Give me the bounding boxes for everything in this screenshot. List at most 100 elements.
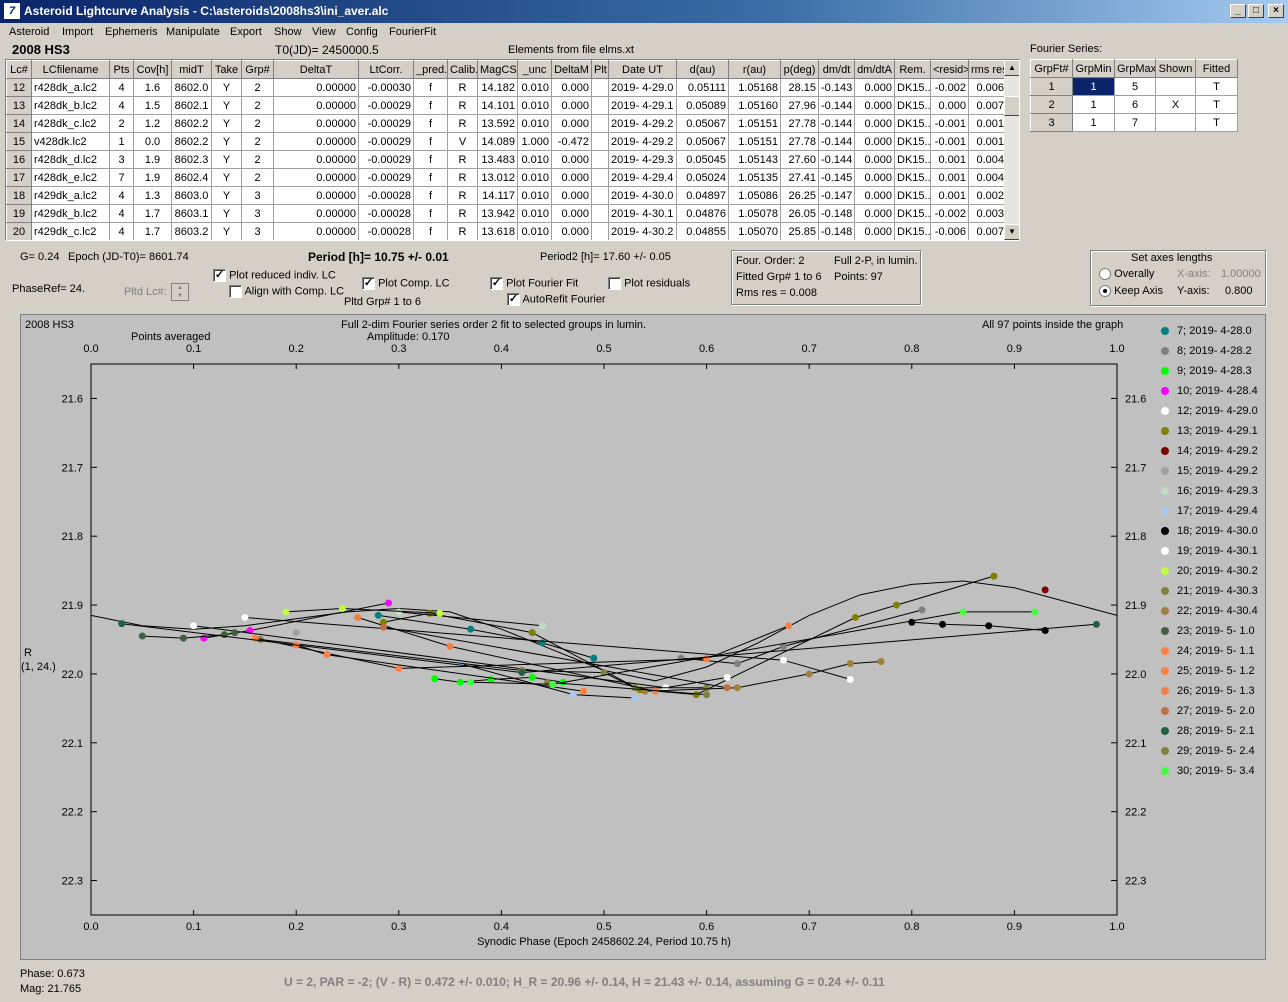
- table-cell[interactable]: 0.00000: [273, 222, 359, 240]
- table-cell[interactable]: DK15..: [894, 78, 931, 97]
- table-cell[interactable]: 1.05151: [728, 114, 781, 133]
- menu-show[interactable]: Show: [274, 26, 302, 38]
- fourier-column-header[interactable]: GrpMax: [1114, 59, 1156, 78]
- table-cell[interactable]: 1.7: [133, 222, 172, 240]
- table-cell[interactable]: 2: [109, 114, 134, 133]
- table-cell[interactable]: -0.002: [930, 204, 969, 223]
- table-cell[interactable]: 1.05078: [728, 204, 781, 223]
- table-cell[interactable]: 0.000: [551, 186, 592, 205]
- table-cell[interactable]: 2: [241, 168, 274, 187]
- autorefit-checkbox[interactable]: ✓ AutoRefit Fourier: [507, 293, 606, 306]
- table-cell[interactable]: 0.006: [968, 78, 1007, 97]
- fourier-cell[interactable]: 6: [1114, 95, 1156, 114]
- table-cell[interactable]: 2019- 4-29.4: [608, 168, 677, 187]
- table-cell[interactable]: 14: [6, 114, 32, 133]
- table-cell[interactable]: 2019- 4-29.1: [608, 96, 677, 115]
- table-cell[interactable]: Y: [211, 114, 242, 133]
- table-cell[interactable]: 0.003: [968, 204, 1007, 223]
- table-cell[interactable]: DK15..: [894, 186, 931, 205]
- table-cell[interactable]: 0.00000: [273, 78, 359, 97]
- fourier-cell[interactable]: 3: [1030, 113, 1073, 132]
- table-cell[interactable]: 1.2: [133, 114, 172, 133]
- checkbox-box[interactable]: ✓: [213, 269, 226, 282]
- table-row[interactable]: 12 r428dk_a.lc2 4 1.6 8602.0 Y 2 0.00000 -0.0003…: [6, 78, 1007, 97]
- x-axis-input[interactable]: 1.00000: [1221, 268, 1261, 280]
- table-cell[interactable]: 2019- 4-30.1: [608, 204, 677, 223]
- table-cell[interactable]: 0.007: [968, 222, 1007, 240]
- menu-export[interactable]: Export: [230, 26, 262, 38]
- table-cell[interactable]: 8603.2: [171, 222, 212, 240]
- table-cell[interactable]: -0.147: [818, 186, 855, 205]
- table-cell[interactable]: 13.483: [477, 150, 518, 169]
- table-cell[interactable]: Y: [211, 78, 242, 97]
- table-cell[interactable]: 0.000: [551, 78, 592, 97]
- table-row[interactable]: 15 v428dk.lc2 1 0.0 8602.2 Y 2 0.00000 -0.00029 f…: [6, 132, 1007, 151]
- menu-import[interactable]: Import: [62, 26, 94, 38]
- table-cell[interactable]: -0.144: [818, 96, 855, 115]
- table-cell[interactable]: 25.85: [780, 222, 819, 240]
- table-cell[interactable]: 27.60: [780, 150, 819, 169]
- table-cell[interactable]: 8603.1: [171, 204, 212, 223]
- menu-ephemeris[interactable]: Ephemeris: [105, 26, 158, 38]
- overall-radio[interactable]: Overally: [1099, 268, 1154, 281]
- close-button[interactable]: ×: [1268, 4, 1284, 18]
- table-cell[interactable]: 8602.1: [171, 96, 212, 115]
- table-cell[interactable]: 2: [241, 96, 274, 115]
- table-cell[interactable]: [591, 78, 609, 97]
- table-cell[interactable]: R: [447, 204, 478, 223]
- table-cell[interactable]: 18: [6, 186, 32, 205]
- table-cell[interactable]: 0.000: [854, 204, 895, 223]
- column-header[interactable]: Plt: [591, 60, 609, 79]
- table-cell[interactable]: 0.007: [968, 96, 1007, 115]
- table-cell[interactable]: DK15..: [894, 168, 931, 187]
- table-cell[interactable]: R: [447, 114, 478, 133]
- table-cell[interactable]: R: [447, 186, 478, 205]
- table-cell[interactable]: r428dk_a.lc2: [31, 78, 110, 97]
- table-cell[interactable]: -0.00029: [358, 96, 414, 115]
- fourier-cell[interactable]: 5: [1114, 77, 1156, 96]
- table-cell[interactable]: 2019- 4-29.2: [608, 114, 677, 133]
- column-header[interactable]: Rem.: [894, 60, 931, 79]
- table-cell[interactable]: DK15..: [894, 222, 931, 240]
- table-cell[interactable]: 0.010: [517, 222, 552, 240]
- table-row[interactable]: 14 r428dk_c.lc2 2 1.2 8602.2 Y 2 0.00000 -0.0002…: [6, 114, 1007, 133]
- table-cell[interactable]: 28.15: [780, 78, 819, 97]
- minimize-button[interactable]: _: [1230, 4, 1246, 18]
- table-cell[interactable]: 0.001: [968, 114, 1007, 133]
- table-cell[interactable]: 3: [241, 222, 274, 240]
- plot-fourier-checkbox[interactable]: ✓ Plot Fourier Fit: [490, 277, 578, 290]
- scroll-down-button[interactable]: ▼: [1004, 224, 1019, 240]
- table-cell[interactable]: 12: [6, 78, 32, 97]
- table-cell[interactable]: -0.001: [930, 132, 969, 151]
- column-header[interactable]: Date UT: [608, 60, 677, 79]
- table-row[interactable]: 18 r429dk_a.lc2 4 1.3 8603.0 Y 3 0.00000 -0.0002…: [6, 186, 1007, 205]
- fourier-cell[interactable]: [1155, 77, 1196, 96]
- table-cell[interactable]: r429dk_c.lc2: [31, 222, 110, 240]
- table-cell[interactable]: 26.25: [780, 186, 819, 205]
- table-cell[interactable]: 26.05: [780, 204, 819, 223]
- table-cell[interactable]: 8603.0: [171, 186, 212, 205]
- table-cell[interactable]: 13.592: [477, 114, 518, 133]
- table-cell[interactable]: 0.05045: [676, 150, 729, 169]
- table-cell[interactable]: f: [413, 168, 448, 187]
- table-cell[interactable]: 2019- 4-30.2: [608, 222, 677, 240]
- table-cell[interactable]: Y: [211, 204, 242, 223]
- table-cell[interactable]: 0.05067: [676, 114, 729, 133]
- table-cell[interactable]: 0.004: [968, 150, 1007, 169]
- table-cell[interactable]: R: [447, 96, 478, 115]
- table-cell[interactable]: 0.000: [930, 96, 969, 115]
- table-cell[interactable]: -0.002: [930, 78, 969, 97]
- menu-view[interactable]: View: [312, 26, 336, 38]
- table-cell[interactable]: r429dk_b.lc2: [31, 204, 110, 223]
- table-cell[interactable]: R: [447, 78, 478, 97]
- table-cell[interactable]: -0.00028: [358, 204, 414, 223]
- table-cell[interactable]: 2019- 4-30.0: [608, 186, 677, 205]
- table-cell[interactable]: 0.04855: [676, 222, 729, 240]
- table-cell[interactable]: 0.000: [854, 222, 895, 240]
- table-cell[interactable]: 1.7: [133, 204, 172, 223]
- fourier-column-header[interactable]: GrpMin: [1072, 59, 1115, 78]
- table-cell[interactable]: 0.010: [517, 114, 552, 133]
- table-cell[interactable]: 1.05151: [728, 132, 781, 151]
